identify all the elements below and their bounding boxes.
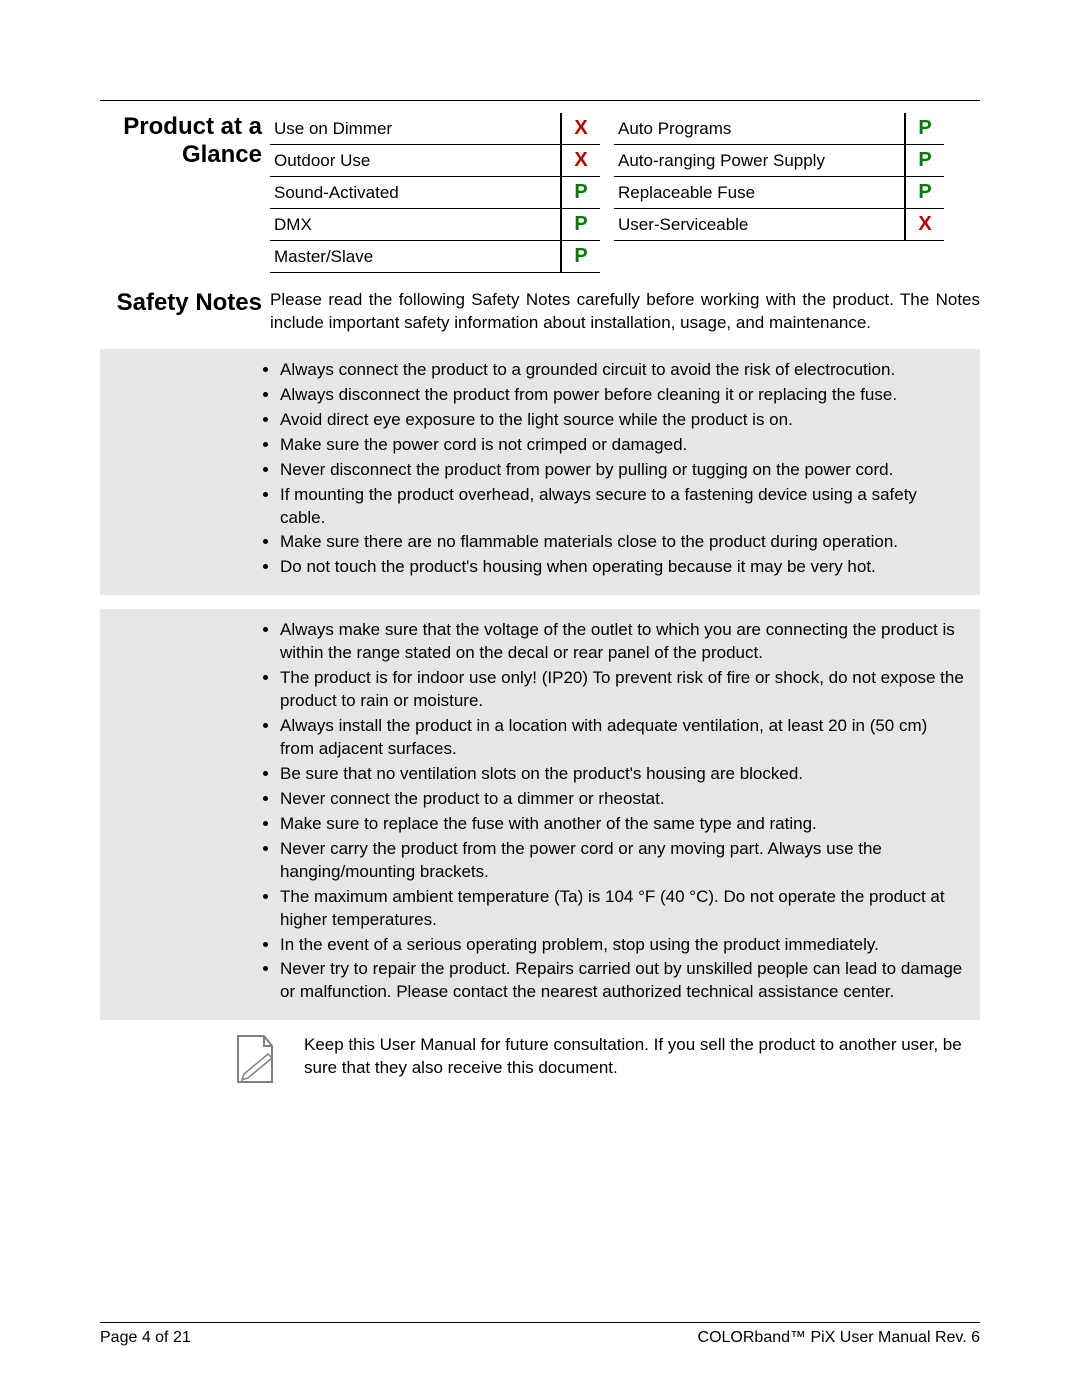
glance-row: Outdoor UseX — [270, 145, 600, 177]
info-block: Always make sure that the voltage of the… — [100, 609, 980, 1020]
glance-mark: X — [560, 145, 600, 176]
safety-item: Never carry the product from the power c… — [280, 838, 966, 884]
glance-mark: P — [560, 177, 600, 208]
safety-item: Never disconnect the product from power … — [280, 459, 966, 482]
glance-mark: P — [560, 209, 600, 240]
glance-row: Use on DimmerX — [270, 113, 600, 145]
glance-mark: P — [904, 145, 944, 176]
warning-block: Always connect the product to a grounded… — [100, 349, 980, 595]
glance-mark: X — [904, 209, 944, 240]
info-icon — [114, 784, 234, 842]
safety-item: Be sure that no ventilation slots on the… — [280, 763, 966, 786]
safety-intro: Please read the following Safety Notes c… — [270, 289, 980, 335]
warning-list: Always connect the product to a grounded… — [254, 359, 966, 581]
safety-item: If mounting the product overhead, always… — [280, 484, 966, 530]
footer-manual: COLORband™ PiX User Manual Rev. 6 — [698, 1329, 980, 1347]
glance-label: Replaceable Fuse — [614, 183, 904, 203]
glance-label: Auto Programs — [614, 119, 904, 139]
safety-item: The maximum ambient temperature (Ta) is … — [280, 886, 966, 932]
page-footer: Page 4 of 21 COLORband™ PiX User Manual … — [100, 1322, 980, 1347]
safety-item: Always make sure that the voltage of the… — [280, 619, 966, 665]
glance-label: Use on Dimmer — [270, 119, 560, 139]
glance-row: User-ServiceableX — [614, 209, 944, 241]
glance-row: DMXP — [270, 209, 600, 241]
safety-item: The product is for indoor use only! (IP2… — [280, 667, 966, 713]
glance-mark: X — [560, 113, 600, 144]
glance-label: Sound-Activated — [270, 183, 560, 203]
glance-row: Auto ProgramsP — [614, 113, 944, 145]
product-glance: Product at a Glance Use on DimmerXOutdoo… — [100, 113, 980, 273]
info-list: Always make sure that the voltage of the… — [254, 619, 966, 1006]
glance-label: DMX — [270, 215, 560, 235]
warning-icon — [114, 444, 234, 496]
safety-item: Make sure the power cord is not crimped … — [280, 434, 966, 457]
safety-item: Do not touch the product's housing when … — [280, 556, 966, 579]
safety-item: Never try to repair the product. Repairs… — [280, 958, 966, 1004]
glance-row: Auto-ranging Power SupplyP — [614, 145, 944, 177]
glance-label: Outdoor Use — [270, 151, 560, 171]
glance-label: Master/Slave — [270, 247, 560, 267]
glance-right-col: Auto ProgramsPAuto-ranging Power SupplyP… — [614, 113, 944, 273]
glance-mark: P — [560, 241, 600, 272]
glance-title: Product at a Glance — [100, 113, 270, 168]
safety-title: Safety Notes — [100, 289, 270, 335]
safety-item: Make sure there are no flammable materia… — [280, 531, 966, 554]
glance-label: Auto-ranging Power Supply — [614, 151, 904, 171]
safety-notes-header: Safety Notes Please read the following S… — [100, 289, 980, 335]
safety-item: Always disconnect the product from power… — [280, 384, 966, 407]
glance-mark: P — [904, 113, 944, 144]
document-icon — [234, 1034, 284, 1089]
safety-item: Avoid direct eye exposure to the light s… — [280, 409, 966, 432]
safety-item: Always connect the product to a grounded… — [280, 359, 966, 382]
glance-mark: P — [904, 177, 944, 208]
footer-page: Page 4 of 21 — [100, 1329, 191, 1347]
glance-label: User-Serviceable — [614, 215, 904, 235]
doc-note-text: Keep this User Manual for future consult… — [304, 1034, 980, 1080]
safety-item: Never connect the product to a dimmer or… — [280, 788, 966, 811]
glance-row: Replaceable FuseP — [614, 177, 944, 209]
glance-left-col: Use on DimmerXOutdoor UseXSound-Activate… — [270, 113, 600, 273]
safety-item: In the event of a serious operating prob… — [280, 934, 966, 957]
glance-row: Sound-ActivatedP — [270, 177, 600, 209]
doc-note: Keep this User Manual for future consult… — [100, 1034, 980, 1089]
safety-item: Make sure to replace the fuse with anoth… — [280, 813, 966, 836]
safety-item: Always install the product in a location… — [280, 715, 966, 761]
glance-row: Master/SlaveP — [270, 241, 600, 273]
